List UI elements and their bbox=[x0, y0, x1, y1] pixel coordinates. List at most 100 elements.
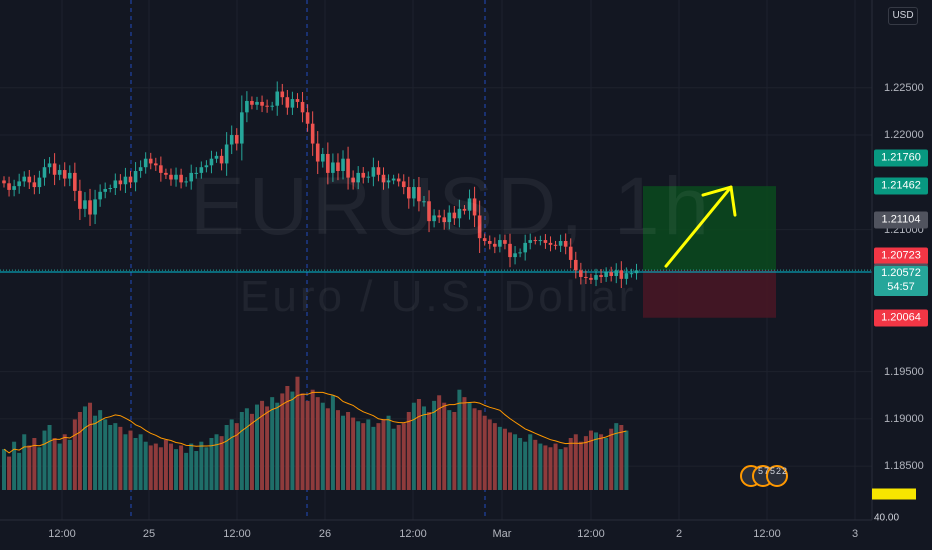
candle-body bbox=[98, 191, 102, 200]
volume-bar bbox=[386, 415, 391, 490]
candle-body bbox=[229, 135, 234, 145]
volume-bar bbox=[305, 400, 310, 490]
volume-axis-label: 40.00 bbox=[874, 512, 900, 524]
volume-bar bbox=[411, 402, 416, 490]
volume-bar bbox=[361, 423, 366, 490]
volume-bar bbox=[224, 425, 229, 490]
volume-bar bbox=[578, 441, 583, 490]
horizontal-lines[interactable] bbox=[0, 269, 872, 273]
target-arrow[interactable] bbox=[664, 185, 737, 268]
candle-body bbox=[498, 240, 502, 247]
volume-bar bbox=[234, 423, 239, 490]
candle-body bbox=[154, 163, 158, 166]
volume-bar bbox=[174, 449, 179, 490]
candle-body bbox=[371, 167, 376, 177]
candle-body bbox=[599, 275, 603, 277]
time-tick: 26 bbox=[318, 528, 332, 540]
candle-body bbox=[614, 270, 619, 277]
candle-body bbox=[503, 240, 507, 244]
volume-bar bbox=[189, 443, 194, 490]
candle-body bbox=[128, 176, 133, 183]
volume-bar bbox=[432, 400, 437, 490]
candle-body bbox=[123, 176, 128, 185]
candle-body bbox=[305, 112, 310, 124]
candle-body bbox=[189, 172, 194, 182]
candle-body bbox=[184, 181, 188, 183]
price-tick: 1.18500 bbox=[884, 460, 924, 473]
candle-body bbox=[523, 242, 527, 253]
candle-body bbox=[513, 253, 517, 258]
volume-bar bbox=[330, 395, 335, 490]
candle-body bbox=[138, 167, 143, 171]
price-tick: 1.22500 bbox=[884, 81, 924, 94]
volume-bar bbox=[533, 439, 538, 490]
volume-bar bbox=[57, 443, 62, 490]
candle-body bbox=[346, 158, 350, 178]
volume-bar bbox=[325, 408, 330, 490]
volume-bar bbox=[583, 436, 588, 490]
volume-bar bbox=[619, 425, 624, 490]
volume-bar bbox=[42, 430, 47, 490]
candle-body bbox=[589, 277, 593, 280]
volume-bar bbox=[67, 439, 72, 490]
volume-bar bbox=[341, 415, 346, 490]
candle-body bbox=[62, 170, 67, 179]
candle-body bbox=[376, 167, 381, 175]
candle-body bbox=[579, 270, 583, 277]
volume-bar bbox=[153, 443, 158, 490]
candle-body bbox=[169, 174, 173, 180]
position-zones[interactable] bbox=[643, 186, 776, 318]
volume-bar bbox=[295, 376, 300, 490]
candle-body bbox=[341, 158, 345, 171]
time-tick: 12:00 bbox=[48, 528, 76, 540]
currency-button[interactable]: USD bbox=[888, 7, 918, 25]
volume-bar bbox=[37, 447, 42, 490]
volume-bar bbox=[447, 410, 452, 490]
volume-bar bbox=[599, 434, 604, 490]
volume-bar bbox=[244, 408, 249, 490]
candle-body bbox=[508, 243, 512, 258]
volume-bar bbox=[376, 423, 381, 490]
candle-body bbox=[113, 180, 118, 189]
volume-bar bbox=[17, 452, 22, 490]
volume-bar bbox=[366, 419, 371, 490]
candle-body bbox=[2, 180, 6, 184]
volume-bar bbox=[184, 452, 189, 490]
volume-bar bbox=[315, 397, 320, 490]
candle-body bbox=[538, 240, 543, 242]
economic-events[interactable]: 57522 bbox=[740, 465, 796, 489]
candle-body bbox=[432, 215, 436, 222]
volume-bar bbox=[229, 419, 234, 490]
volume-bar bbox=[416, 399, 421, 490]
candle-body bbox=[285, 97, 290, 108]
volume-bar bbox=[214, 434, 219, 490]
volume-bar bbox=[52, 438, 57, 490]
candle-body bbox=[417, 187, 421, 202]
volume-bar bbox=[260, 400, 265, 490]
loss-zone bbox=[643, 270, 776, 318]
volume-bar bbox=[320, 402, 325, 490]
candle-body bbox=[482, 238, 487, 242]
volume-level-marker bbox=[872, 488, 916, 500]
volume-bar bbox=[604, 438, 609, 490]
volume-bar bbox=[356, 421, 361, 490]
time-tick: 12:00 bbox=[399, 528, 427, 540]
volume-bar bbox=[518, 438, 523, 490]
volume-bar bbox=[108, 425, 113, 490]
volume-bar bbox=[47, 425, 52, 490]
volume-bar bbox=[88, 402, 93, 490]
candle-body bbox=[391, 178, 396, 181]
volume-bar bbox=[239, 412, 244, 490]
volume-bar bbox=[543, 445, 548, 490]
candle-body bbox=[604, 272, 608, 277]
us-flag-icon[interactable] bbox=[766, 465, 788, 487]
price-label: 1.21462 bbox=[874, 177, 928, 195]
candle-body bbox=[270, 105, 274, 107]
candle-body bbox=[108, 188, 113, 190]
volume-bar bbox=[249, 413, 254, 490]
volume-bar bbox=[371, 426, 376, 490]
volume-bar bbox=[138, 434, 143, 490]
volume-bar bbox=[285, 386, 290, 490]
candle-body bbox=[280, 91, 285, 98]
